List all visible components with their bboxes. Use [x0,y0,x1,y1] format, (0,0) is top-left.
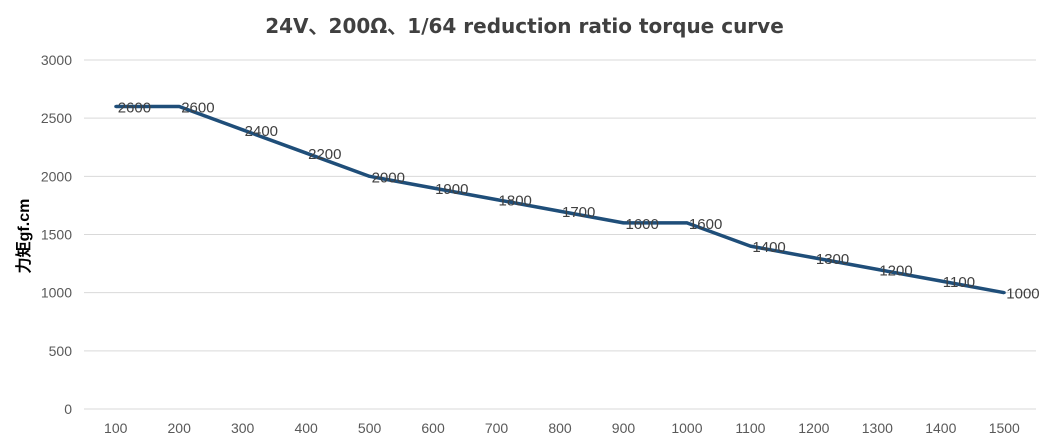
data-point [495,198,499,202]
x-tick-label: 400 [294,420,318,436]
y-tick-label: 2000 [41,168,72,184]
data-label: 1100 [943,274,975,291]
data-point [939,279,943,283]
x-tick-label: 1400 [925,420,956,436]
x-tick-label: 100 [104,420,128,436]
data-label: 1900 [435,181,468,198]
y-tick-label: 1000 [41,285,72,301]
x-tick-label: 1000 [671,420,702,436]
data-point [685,221,689,225]
data-label: 1300 [816,251,849,268]
data-point [304,151,308,155]
data-point [114,105,118,109]
y-tick-label: 500 [49,343,73,359]
data-label: 2600 [118,100,151,117]
data-point [177,105,181,109]
data-point [241,128,245,132]
data-point [1002,291,1006,295]
data-label: 1700 [562,204,595,221]
data-label: 1400 [752,239,785,256]
data-label: 1600 [689,216,722,233]
data-point [368,174,372,178]
data-point [748,244,752,248]
data-point [431,186,435,190]
data-label: 1600 [625,216,658,233]
x-tick-label: 900 [612,420,636,436]
y-tick-label: 1500 [41,227,72,243]
x-tick-label: 200 [168,420,192,436]
data-point [812,256,816,260]
data-point [621,221,625,225]
x-tick-label: 300 [231,420,255,436]
data-label: 1000 [1006,286,1039,303]
y-tick-label: 3000 [41,52,72,68]
x-tick-label: 1100 [735,420,765,436]
data-label: 1200 [879,262,912,279]
y-tick-label: 0 [64,401,72,417]
data-point [558,209,562,213]
x-tick-label: 800 [548,420,572,436]
data-label: 1800 [499,193,532,210]
data-label: 2400 [245,123,278,140]
chart-title: 24V、200Ω、1/64 reduction ratio torque cur… [265,14,784,38]
data-label: 2600 [181,100,214,117]
data-label: 2000 [372,169,405,186]
y-tick-label: 2500 [41,110,72,126]
x-tick-label: 1500 [989,420,1020,436]
x-tick-label: 1300 [862,420,893,436]
x-tick-label: 500 [358,420,382,436]
data-point [875,267,879,271]
x-tick-label: 700 [485,420,509,436]
x-tick-label: 600 [421,420,445,436]
data-label: 2200 [308,146,341,163]
x-tick-label: 1200 [798,420,829,436]
